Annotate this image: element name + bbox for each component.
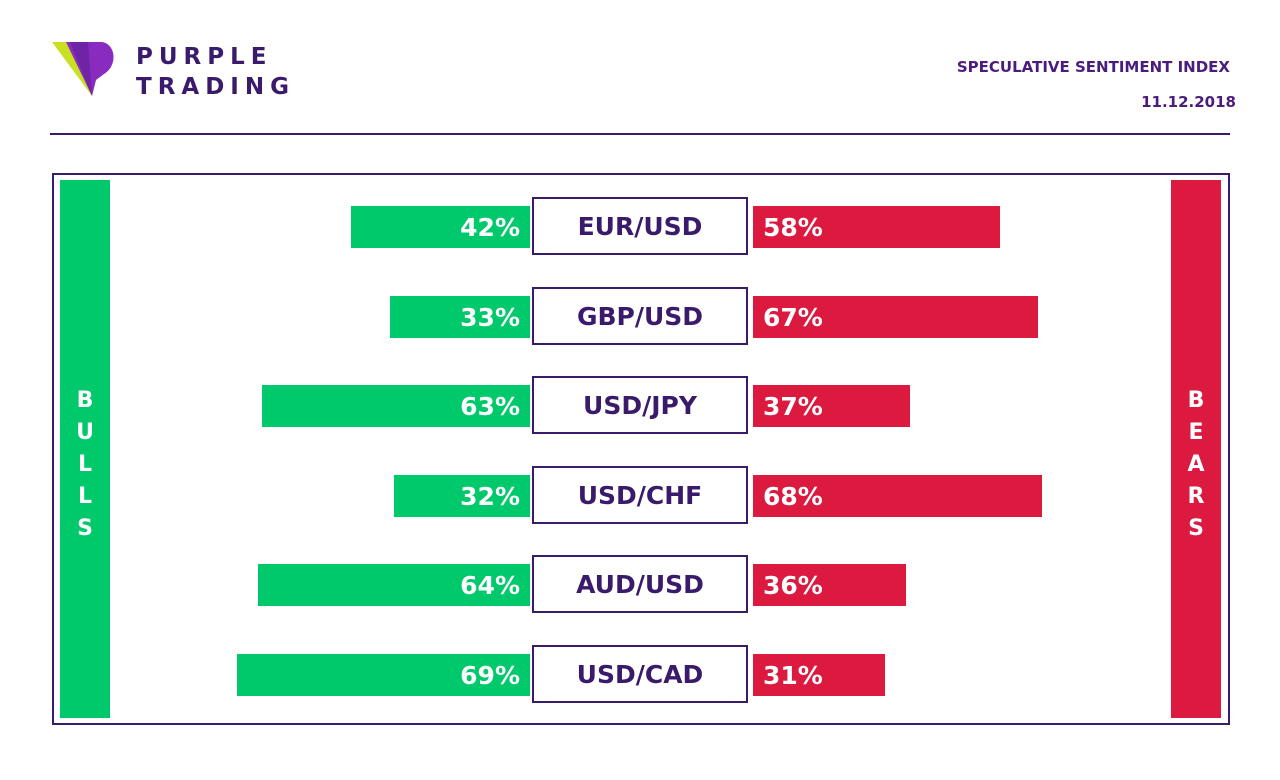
bear-bar: 58% (753, 206, 1000, 248)
logo-line-2: TRADING (136, 74, 295, 100)
logo-mark-icon (52, 42, 114, 96)
currency-pair-label: USD/JPY (532, 376, 748, 434)
bear-value-label: 36% (763, 571, 823, 600)
bear-bar: 31% (753, 654, 885, 696)
bull-value-label: 63% (460, 392, 520, 421)
report-date: 11.12.2018 (1141, 93, 1236, 111)
bull-value-label: 33% (460, 303, 520, 332)
bear-bar: 67% (753, 296, 1038, 338)
bull-bar: 32% (394, 475, 530, 517)
bull-bar: 42% (351, 206, 530, 248)
bull-value-label: 64% (460, 571, 520, 600)
bull-value-label: 42% (460, 213, 520, 242)
page-title: SPECULATIVE SENTIMENT INDEX (956, 58, 1230, 76)
bear-value-label: 67% (763, 303, 823, 332)
bull-bar: 69% (237, 654, 530, 696)
bear-value-label: 58% (763, 213, 823, 242)
currency-pair-label: EUR/USD (532, 197, 748, 255)
purple-trading-logo: PURPLE TRADING (52, 40, 312, 100)
bull-bar: 64% (258, 564, 530, 606)
currency-pair-label: USD/CAD (532, 645, 748, 703)
currency-pair-label: GBP/USD (532, 287, 748, 345)
header-divider (50, 133, 1230, 135)
logo-wordmark: PURPLE TRADING (136, 42, 295, 102)
currency-pair-label: USD/CHF (532, 466, 748, 524)
currency-pair-label: AUD/USD (532, 555, 748, 613)
bear-bar: 68% (753, 475, 1042, 517)
bear-value-label: 37% (763, 392, 823, 421)
bull-value-label: 32% (460, 482, 520, 511)
bear-bar: 37% (753, 385, 910, 427)
logo-line-1: PURPLE (136, 44, 273, 70)
chart-frame (52, 173, 1230, 725)
bull-value-label: 69% (460, 661, 520, 690)
bull-bar: 33% (390, 296, 530, 338)
bear-value-label: 31% (763, 661, 823, 690)
bear-value-label: 68% (763, 482, 823, 511)
bear-bar: 36% (753, 564, 906, 606)
bull-bar: 63% (262, 385, 530, 427)
